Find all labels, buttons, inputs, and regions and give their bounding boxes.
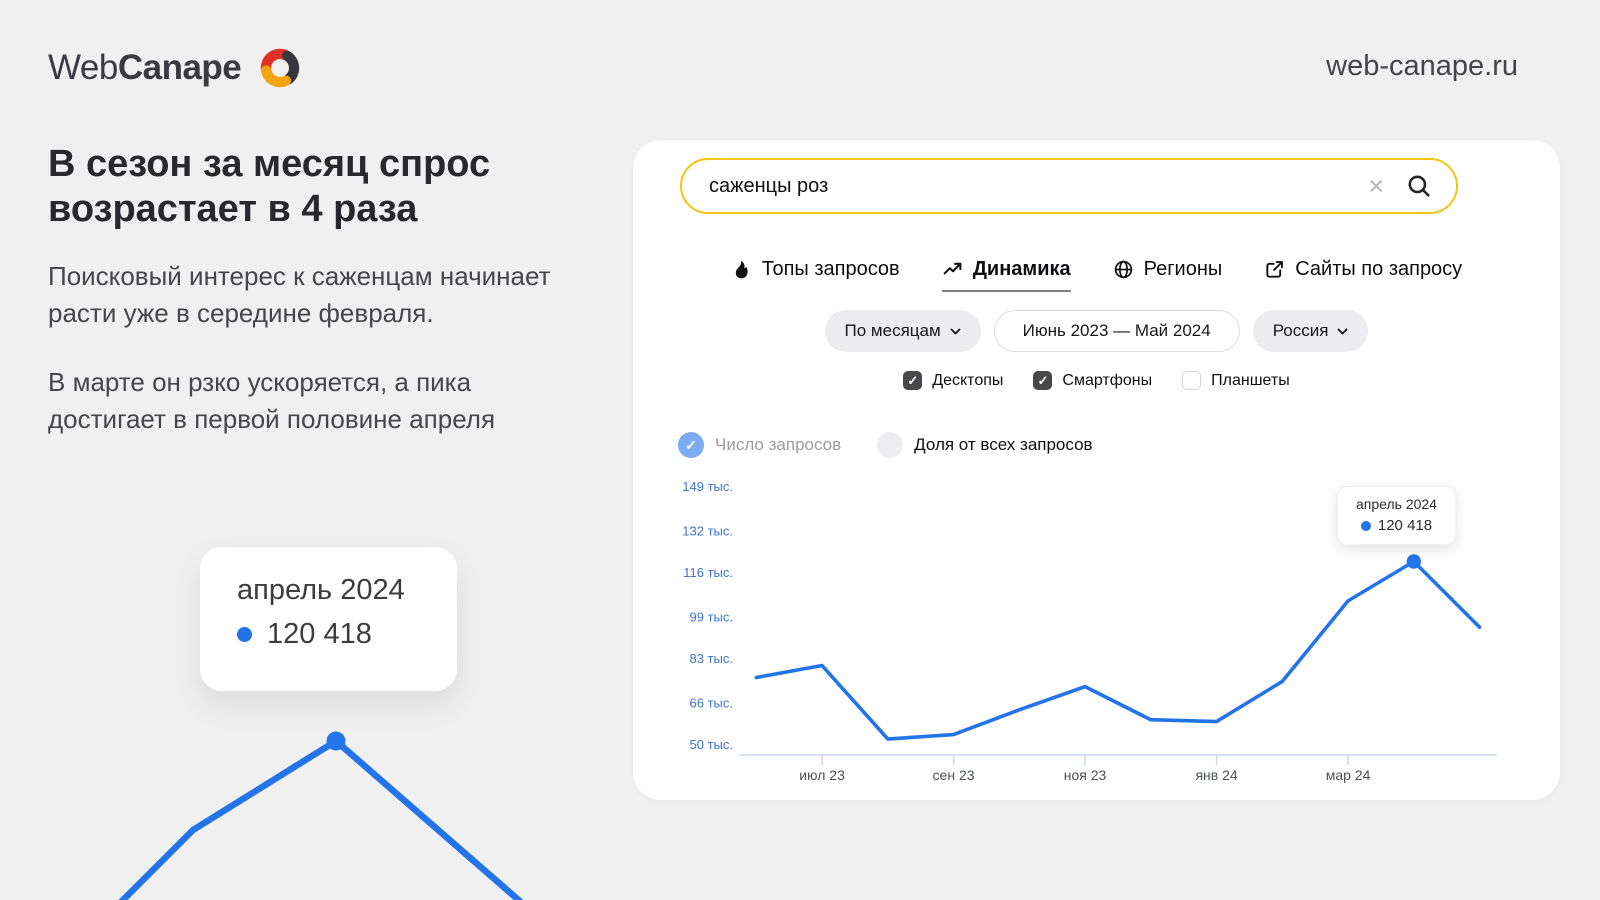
search-input[interactable]: саженцы роз × [680, 158, 1458, 214]
checkbox-label: Смартфоны [1062, 371, 1153, 389]
highlight-point [1406, 554, 1421, 569]
site-url: web-canape.ru [1326, 50, 1518, 82]
peak-callout: апрель 2024 120 418 [200, 547, 457, 691]
chevron-down-icon [1337, 328, 1348, 335]
device-tablets: Планшеты [1182, 371, 1290, 390]
region-dropdown[interactable]: Россия [1252, 310, 1369, 352]
checkbox-label: Десктопы [932, 371, 1004, 389]
webcanape-swirl-icon [254, 42, 306, 94]
x-axis-label: сен 23 [933, 767, 975, 783]
x-axis-label: ноя 23 [1064, 767, 1107, 783]
tab-label: Регионы [1143, 258, 1223, 280]
external-link-icon [1264, 259, 1285, 280]
checkbox-tablets[interactable] [1182, 371, 1202, 390]
webcanape-logo: WebCanape [48, 42, 306, 94]
wordstat-panel: саженцы роз × Топы запросов [633, 140, 1560, 800]
globe-icon [1113, 259, 1134, 280]
tab-top-queries[interactable]: Топы запросов [731, 258, 900, 292]
hero-series-line [118, 737, 524, 900]
radio-check-icon [678, 432, 704, 458]
tab-label: Топы запросов [761, 258, 900, 280]
chart-tooltip: апрель 2024 120 418 [1337, 486, 1456, 545]
device-smartphones: Смартфоны [1033, 371, 1152, 390]
mode-query-count[interactable]: Число запросов [678, 432, 841, 458]
period-dropdown[interactable]: По месяцам [824, 310, 981, 352]
x-axis-label: янв 24 [1195, 767, 1237, 783]
hero-highlight-point [326, 731, 346, 751]
chevron-down-icon [950, 328, 961, 335]
logo-text: WebCanape [48, 48, 242, 87]
mode-label: Доля от всех запросов [914, 435, 1093, 454]
tab-label: Динамика [972, 258, 1071, 280]
y-axis-label: 132 тыс. [682, 523, 733, 538]
callout-value: 120 418 [267, 618, 372, 650]
mode-share-of-queries[interactable]: Доля от всех запросов [877, 432, 1093, 458]
queries-line-chart[interactable]: июл 23 сен 23 ноя 23 янв 24 мар 24 149 тыс. 13… [633, 140, 1560, 800]
trend-up-icon [942, 259, 963, 280]
y-axis-label: 149 тыс. [682, 479, 733, 494]
close-icon[interactable]: × [1368, 170, 1384, 201]
x-axis-label: июл 23 [799, 767, 845, 783]
tab-sites-by-query[interactable]: Сайты по запросу [1264, 258, 1462, 292]
radio-circle-icon [877, 432, 904, 458]
tab-dynamics[interactable]: Динамика [941, 258, 1071, 292]
page-title: В сезон за месяц спрос возрастает в 4 ра… [48, 143, 491, 230]
mode-toggle-row: Число запросов Доля от всех запросов [678, 432, 1093, 458]
y-axis-label: 83 тыс. [690, 651, 733, 666]
queries-series-line [754, 559, 1482, 741]
date-range-picker[interactable]: Июнь 2023 — Май 2024 [993, 310, 1240, 352]
x-axis-label: мар 24 [1326, 767, 1371, 783]
tooltip-value: 120 418 [1377, 517, 1433, 534]
detail-paragraph: В марте он рзко ускоряется, а пика дости… [48, 367, 496, 434]
checkbox-smartphones[interactable] [1033, 371, 1053, 390]
tooltip-month: апрель 2024 [1356, 496, 1437, 512]
tab-regions[interactable]: Регионы [1113, 258, 1223, 292]
callout-month: апрель 2024 [237, 574, 405, 606]
y-axis-label: 50 тыс. [690, 737, 733, 752]
filter-row: По месяцам Июнь 2023 — Май 2024 Россия [633, 310, 1560, 352]
y-axis-label: 66 тыс. [690, 695, 733, 710]
y-axis-label: 99 тыс. [690, 609, 733, 624]
wordstat-tabs: Топы запросов Динамика Регионы [633, 258, 1560, 292]
device-desktops: Десктопы [903, 371, 1003, 390]
search-query[interactable]: саженцы роз [709, 174, 829, 197]
flame-icon [731, 259, 752, 280]
series-dot [237, 627, 252, 642]
mode-label: Число запросов [715, 435, 842, 454]
tab-label: Сайты по запросу [1295, 258, 1463, 280]
series-dot [1360, 520, 1371, 531]
y-axis-label: 116 тыс. [683, 565, 733, 580]
search-icon[interactable] [1406, 173, 1432, 199]
intro-paragraph: Поисковый интерес к саженцам начинает ра… [48, 261, 551, 328]
checkbox-label: Планшеты [1211, 371, 1290, 389]
device-filter-row: Десктопы Смартфоны Планшеты [633, 371, 1560, 390]
checkbox-desktops[interactable] [903, 371, 923, 390]
